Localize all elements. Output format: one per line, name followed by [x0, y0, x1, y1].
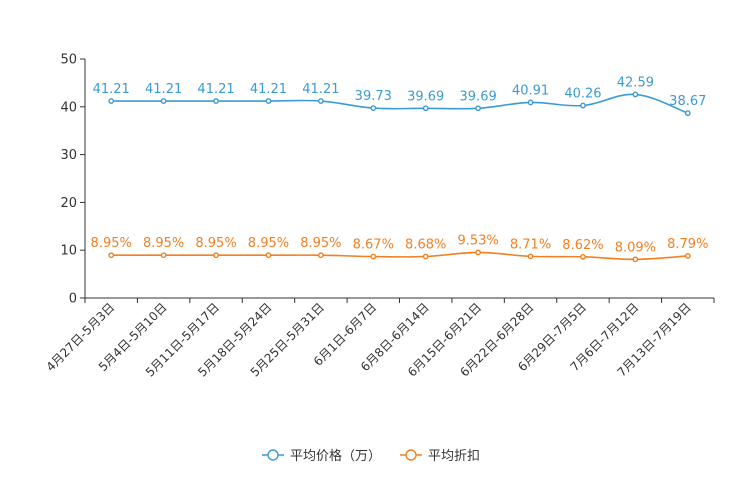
series-0-data-label: 41.21: [250, 82, 287, 97]
series-1-point: [684, 253, 691, 259]
series-0-point: [265, 98, 272, 104]
series-1-data-label: 8.67%: [353, 238, 394, 253]
series-0-data-label: 39.69: [407, 89, 444, 104]
series-0-data-label: 41.21: [302, 82, 339, 97]
legend-marker-0: [267, 449, 279, 461]
series-0-point: [370, 105, 377, 111]
series-1-point: [370, 253, 377, 260]
y-tick-label: 0: [69, 292, 77, 307]
y-tick-label: 20: [60, 196, 77, 211]
series-1-data-label: 8.62%: [562, 238, 603, 253]
series-1-data-label: 8.09%: [615, 240, 656, 255]
series-0-point: [527, 99, 534, 106]
series-1-point: [632, 256, 639, 263]
series-1-data-label: 8.79%: [667, 237, 708, 252]
series-1-data-label: 8.95%: [91, 236, 132, 251]
series-1-data-label: 8.95%: [248, 236, 289, 251]
series-0-point: [160, 98, 167, 104]
series-0-data-label: 40.26: [564, 87, 601, 102]
series-1-data-label: 8.68%: [405, 238, 446, 253]
series-1-point: [108, 252, 115, 259]
series-1-point: [580, 253, 586, 260]
legend-label-1: 平均折扣: [428, 449, 480, 464]
series-0-point: [108, 98, 115, 104]
series-0-data-label: 40.91: [512, 83, 549, 98]
y-tick-label: 40: [60, 100, 77, 115]
series-1-point: [265, 252, 272, 259]
series-0-data-label: 42.59: [617, 75, 654, 90]
y-tick-label: 10: [60, 244, 77, 259]
y-tick-label: 30: [60, 148, 77, 163]
series-1-point: [422, 253, 429, 260]
series-line-1: [111, 251, 688, 261]
series-0-data-label: 41.21: [197, 82, 234, 97]
series-1-data-label: 8.71%: [510, 237, 551, 252]
series-0-data-label: 39.69: [460, 89, 497, 104]
series-line-0: [111, 93, 689, 114]
y-tick-label: 50: [60, 53, 77, 68]
series-0-point: [213, 98, 219, 104]
series-0-data-label: 41.21: [93, 82, 130, 97]
series-1-data-label: 8.95%: [300, 236, 341, 251]
series-0-point: [317, 98, 324, 104]
series-0-point: [475, 105, 482, 112]
series-1-point: [160, 252, 167, 259]
series-1-data-label: 8.95%: [195, 236, 236, 251]
series-0-point: [684, 110, 691, 117]
series-1-point: [475, 249, 482, 256]
legend-label-0: 平均价格（万）: [290, 448, 381, 464]
series-0-point: [632, 91, 639, 98]
series-1-point: [213, 252, 219, 259]
series-0-data-label: 39.73: [355, 89, 392, 104]
series-1-point: [527, 253, 534, 260]
series-1-data-label: 8.95%: [143, 236, 184, 251]
series-0-point: [422, 105, 429, 112]
series-1-point: [317, 252, 324, 259]
series-1-data-label: 9.53%: [457, 233, 498, 248]
series-0-data-label: 38.67: [669, 94, 706, 109]
series-0-data-label: 41.21: [145, 82, 182, 97]
series-0-point: [580, 102, 586, 109]
legend-marker-1: [405, 449, 417, 461]
